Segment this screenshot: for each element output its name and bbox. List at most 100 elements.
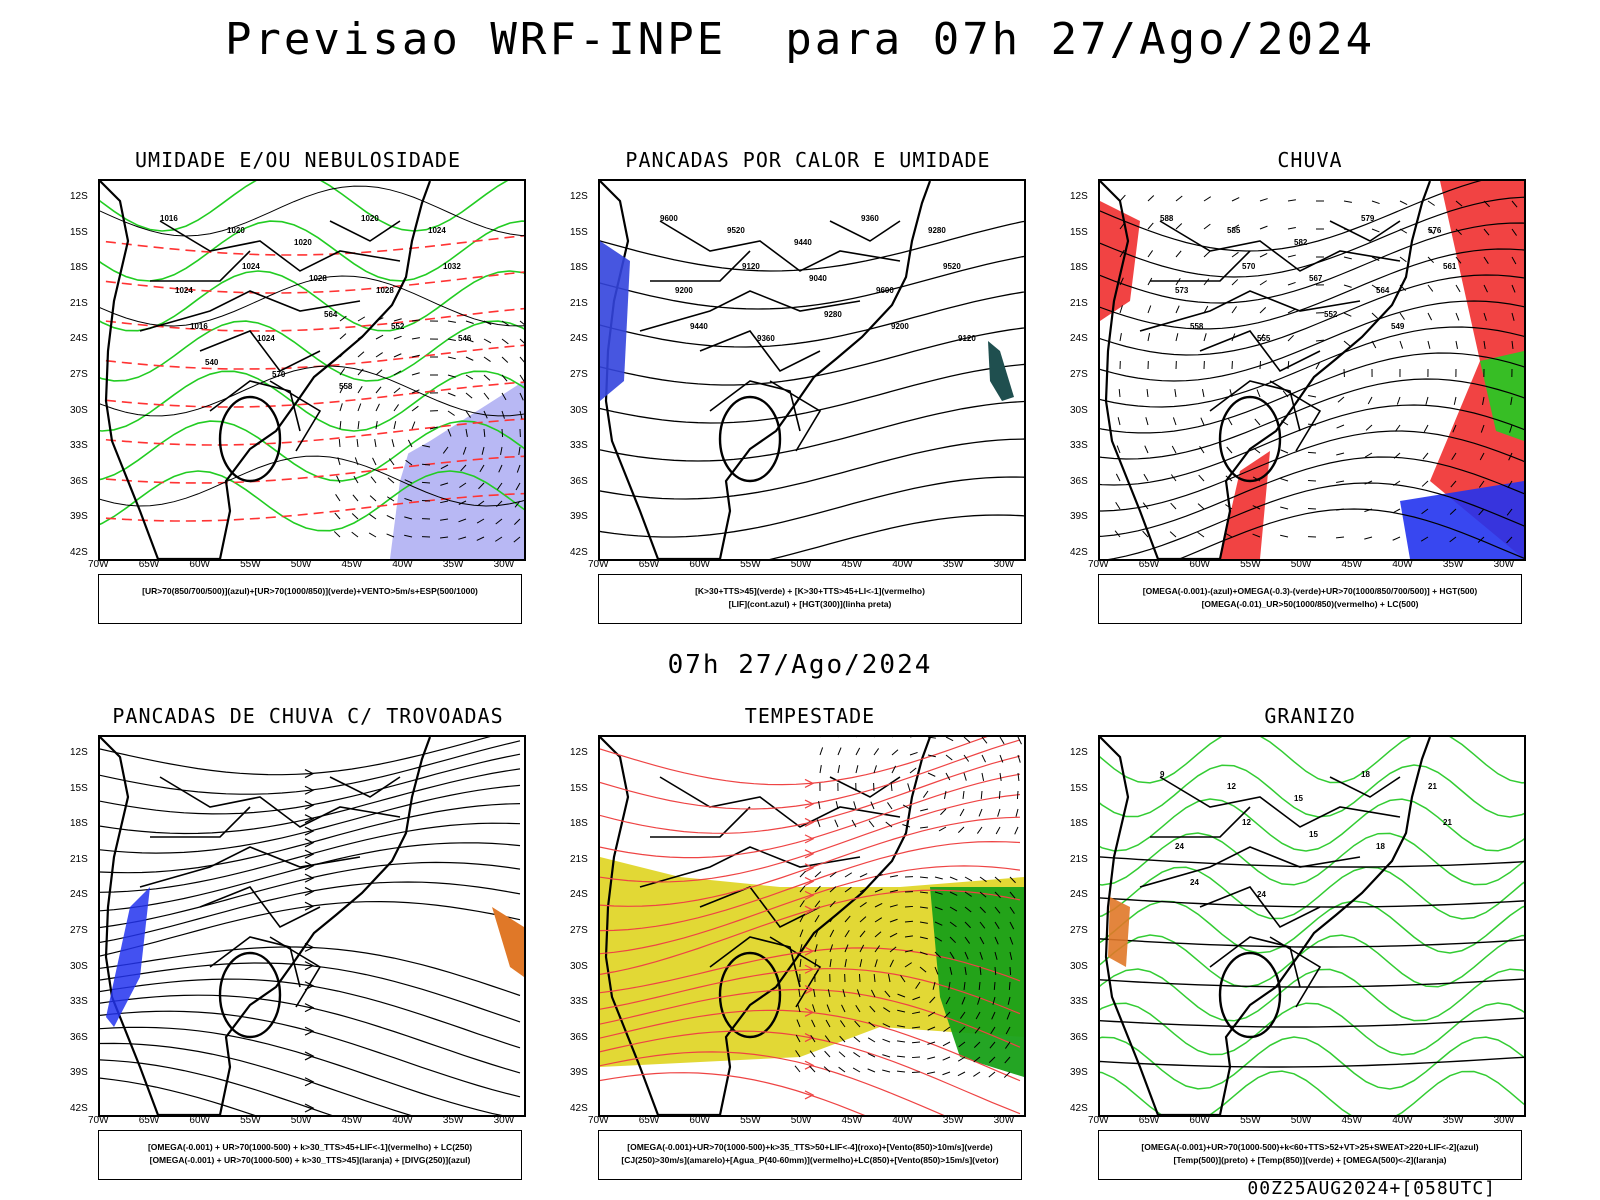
longitude-label: 50W — [790, 1115, 812, 1126]
longitude-label: 45W — [841, 559, 863, 570]
longitude-label: 65W — [1138, 1115, 1160, 1126]
latitude-label: 30S — [570, 960, 588, 972]
contour-label: 579 — [1361, 214, 1375, 223]
latitude-label: 39S — [70, 1067, 88, 1079]
latitude-label: 18S — [1070, 818, 1088, 830]
longitude-label: 30W — [493, 559, 515, 570]
legend-line: [UR>70(850/700/500)](azul)+[UR>70(1000/8… — [142, 586, 478, 596]
contour-label: 12 — [1227, 782, 1236, 791]
forecast-time-label: 07h 27/Ago/2024 — [667, 650, 933, 680]
latitude-label: 30S — [1070, 404, 1088, 416]
contour-label: 576 — [1428, 226, 1442, 235]
latitude-label: 42S — [1070, 547, 1088, 558]
contour-label: 564 — [324, 310, 338, 319]
panel-title: CHUVA — [1277, 148, 1343, 172]
forecast-map — [98, 735, 526, 1117]
latitude-label: 12S — [1070, 191, 1088, 202]
longitude-label: 55W — [240, 1115, 261, 1126]
latitude-label: 18S — [70, 818, 88, 830]
contour-label: 1020 — [294, 238, 312, 247]
longitude-label: 70W — [588, 1115, 609, 1126]
latitude-label: 27S — [570, 925, 588, 936]
longitude-label: 70W — [588, 559, 609, 570]
latitude-label: 33S — [570, 440, 588, 452]
longitude-label: 70W — [88, 559, 109, 570]
longitude-label: 35W — [442, 559, 464, 570]
latitude-label: 12S — [70, 747, 88, 758]
latitude-label: 33S — [570, 996, 588, 1008]
latitude-label: 33S — [1070, 440, 1088, 452]
latitude-label: 27S — [570, 369, 588, 380]
latitude-label: 24S — [70, 889, 88, 901]
latitude-label: 39S — [1070, 511, 1088, 523]
longitude-label: 65W — [1138, 559, 1160, 570]
map-canvas: 9600 9520 9440 9360 9280 9200 9120 9040 9600 9520… — [600, 181, 1024, 559]
latitude-label: 24S — [1070, 333, 1088, 345]
contour-label: 9120 — [742, 262, 760, 271]
longitude-label: 70W — [1088, 1115, 1109, 1126]
latitude-label: 30S — [70, 404, 88, 416]
longitude-label: 45W — [1341, 1115, 1363, 1126]
latitude-label: 21S — [1070, 853, 1088, 865]
contour-label: 582 — [1294, 238, 1308, 247]
contour-label: 9600 — [876, 286, 894, 295]
contour-label: 1024 — [242, 262, 260, 271]
legend-line: [K>30+TTS>45](verde) + [K>30+TTS>45+LI<-… — [695, 586, 925, 596]
longitude-label: 60W — [689, 1115, 710, 1126]
panel-title: GRANIZO — [1264, 704, 1356, 728]
contour-label: 9360 — [757, 334, 775, 343]
legend-line: [LIF](cont.azul) + [HGT(300)](linha pret… — [728, 599, 892, 609]
latitude-label: 18S — [70, 262, 88, 274]
legend-line: [OMEGA(-0.001)+UR>70(1000-500)+k<60+TTS>… — [1141, 1142, 1479, 1152]
latitude-label: 33S — [1070, 996, 1088, 1008]
contour-label: 1016 — [160, 214, 178, 223]
latitude-label: 12S — [1070, 747, 1088, 758]
contour-label: 558 — [339, 382, 353, 391]
contour-label: 9280 — [928, 226, 946, 235]
map-canvas: 9 12 15 18 21 24 12 15 18 21 24 24 — [1100, 737, 1524, 1115]
latitude-label: 15S — [1070, 782, 1088, 794]
latitude-label: 21S — [70, 853, 88, 865]
latitude-label: 42S — [570, 1103, 588, 1114]
contour-label: 9440 — [794, 238, 812, 247]
contour-label: 564 — [1376, 286, 1390, 295]
map-canvas — [600, 737, 1024, 1115]
latitude-label: 33S — [70, 996, 88, 1008]
longitude-label: 60W — [1189, 1115, 1210, 1126]
contour-label: 21 — [1443, 818, 1452, 827]
latitude-label: 15S — [70, 782, 88, 794]
latitude-label: 42S — [1070, 1103, 1088, 1114]
longitude-label: 55W — [240, 559, 261, 570]
contour-label: 9200 — [891, 322, 909, 331]
longitude-label: 35W — [942, 1115, 964, 1126]
contour-label: 567 — [1309, 274, 1323, 283]
longitude-label: 30W — [993, 559, 1015, 570]
latitude-label: 39S — [570, 1067, 588, 1079]
forecast-map: 1016 1020 1020 1020 1024 1024 1024 1028 1028 1032… — [98, 179, 526, 561]
latitude-label: 24S — [1070, 889, 1088, 901]
longitude-label: 60W — [1189, 559, 1210, 570]
latitude-label: 24S — [570, 889, 588, 901]
longitude-label: 35W — [942, 559, 964, 570]
panel-legend: [K>30+TTS>45](verde) + [K>30+TTS>45+LI<-… — [598, 574, 1022, 624]
contour-label: 555 — [1257, 334, 1271, 343]
latitude-label: 42S — [70, 1103, 88, 1114]
latitude-label: 24S — [570, 333, 588, 345]
latitude-label: 42S — [570, 547, 588, 558]
latitude-label: 36S — [1070, 475, 1088, 487]
contour-label: 9040 — [809, 274, 827, 283]
contour-label: 24 — [1190, 878, 1199, 887]
latitude-label: 27S — [70, 925, 88, 936]
latitude-label: 36S — [570, 475, 588, 487]
panel-legend: [UR>70(850/700/500)](azul)+[UR>70(1000/8… — [98, 574, 522, 624]
latitude-label: 39S — [70, 511, 88, 523]
forecast-map: 588 585 582 579 576 573 570 567 564 561 558 555 552 5… — [1098, 179, 1526, 561]
longitude-label: 60W — [689, 559, 710, 570]
latitude-label: 12S — [570, 747, 588, 758]
latitude-label: 15S — [1070, 226, 1088, 238]
latitude-label: 21S — [570, 297, 588, 309]
panel-title: UMIDADE E/OU NEBULOSIDADE — [134, 148, 462, 172]
contour-label: 570 — [1242, 262, 1256, 271]
longitude-label: 50W — [290, 1115, 312, 1126]
longitude-label: 40W — [1392, 1115, 1413, 1126]
